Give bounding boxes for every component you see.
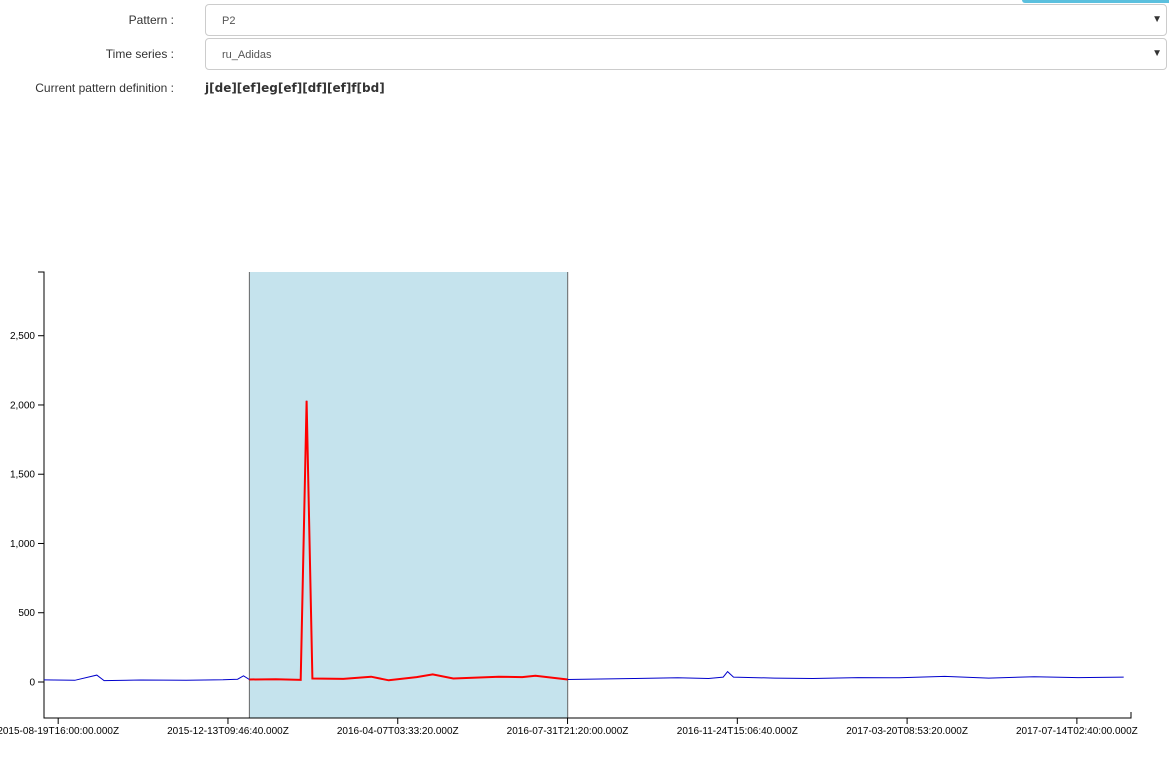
highlight-layer — [248, 272, 569, 718]
x-tick-label: 2017-03-20T08:53:20.000Z — [846, 726, 968, 737]
series-layer — [43, 400, 1124, 682]
highlight-band — [249, 272, 568, 718]
time-series-label: Time series : — [105, 47, 174, 61]
pattern-row: Pattern : P2 ▼ — [0, 4, 1169, 38]
x-tick-label: 2015-08-19T16:00:00.000Z — [0, 726, 119, 737]
series-line — [43, 400, 1124, 682]
definition-row: Current pattern definition : — [0, 81, 1169, 101]
x-tick-label: 2015-12-13T09:46:40.000Z — [167, 726, 289, 737]
definition-label: Current pattern definition : — [35, 81, 174, 95]
pattern-select-value: P2 — [222, 15, 236, 27]
pattern-label: Pattern : — [128, 13, 174, 27]
axis-layer: 0 500 1,000 1,500 2,000 2,500 2015-08-19T16:00… — [0, 271, 1138, 737]
x-tick-label: 2016-04-07T03:33:20.000Z — [337, 726, 459, 737]
x-tick-label: 2017-07-14T02:40:00.000Z — [1016, 726, 1138, 737]
time-series-chart: 0 500 1,000 1,500 2,000 2,500 2015-08-19T16:00… — [0, 271, 1138, 737]
y-tick-label: 2,000 — [10, 400, 35, 411]
time-series-select-value: ru_Adidas — [222, 49, 272, 61]
x-tick-label: 2016-11-24T15:06:40.000Z — [677, 726, 798, 737]
y-tick-label: 1,500 — [10, 470, 35, 481]
axis-domain — [38, 271, 1132, 719]
caret-down-icon: ▼ — [1152, 14, 1162, 25]
time-series-row: Time series : ru_Adidas ▼ — [0, 38, 1169, 72]
y-tick-label: 500 — [18, 608, 35, 619]
time-series-select[interactable]: ru_Adidas ▼ — [205, 38, 1167, 70]
y-tick-label: 2,500 — [10, 331, 35, 342]
top-accent-bar — [1022, 0, 1169, 3]
pattern-select[interactable]: P2 ▼ — [205, 4, 1167, 36]
pattern-definition: j[de][ef]eg[ef][df][ef]f[bd] — [205, 81, 385, 95]
y-tick-label: 0 — [29, 677, 35, 688]
matched-pattern-line — [249, 400, 568, 682]
caret-down-icon: ▼ — [1152, 48, 1162, 59]
y-tick-label: 1,000 — [10, 539, 35, 550]
x-tick-label: 2016-07-31T21:20:00.000Z — [507, 726, 629, 737]
